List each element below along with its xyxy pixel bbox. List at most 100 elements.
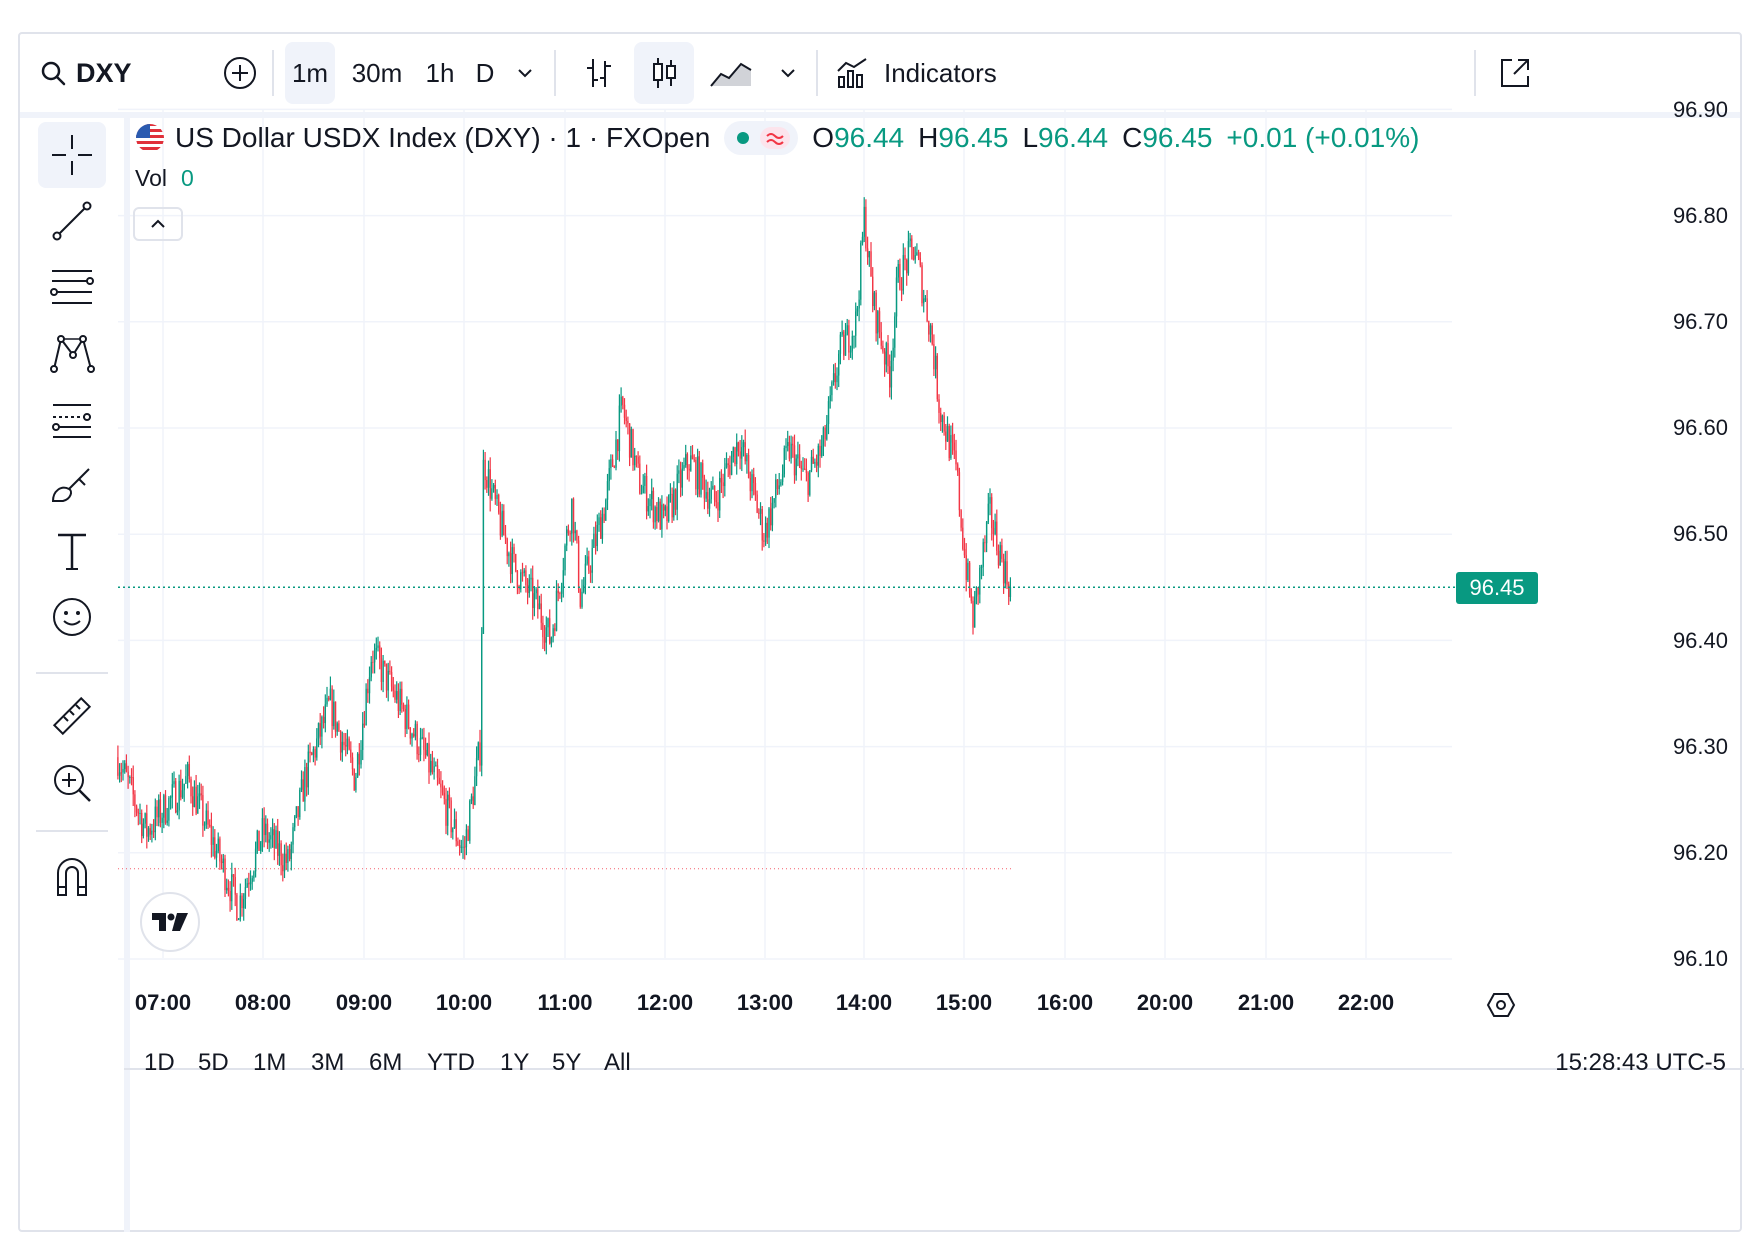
range-5d[interactable]: 5D — [198, 1049, 229, 1076]
range-1d[interactable]: 1D — [144, 1049, 175, 1076]
candle-body — [278, 843, 281, 856]
time-tick: 16:00 — [1036, 990, 1094, 1015]
brush-tool[interactable] — [38, 452, 106, 518]
range-6m[interactable]: 6M — [369, 1049, 403, 1076]
candle-body — [120, 772, 123, 774]
candle-body — [365, 688, 367, 726]
crosshair-tool[interactable] — [38, 122, 106, 188]
interval-30m[interactable]: 30m — [351, 57, 403, 88]
candle-body — [125, 763, 128, 772]
candle-body — [642, 485, 644, 494]
candle-body — [873, 292, 876, 307]
area-chart-type-button[interactable] — [706, 42, 756, 104]
candle-body — [390, 672, 393, 687]
candle-body — [168, 797, 170, 821]
candle-body — [955, 450, 957, 465]
candle-body — [625, 417, 627, 421]
candle-body — [877, 311, 879, 334]
text-tool[interactable] — [38, 518, 106, 584]
candle-body — [535, 589, 537, 594]
candle-body — [702, 463, 704, 478]
tradingview-logo[interactable] — [140, 892, 200, 952]
open-external-button[interactable] — [1490, 42, 1540, 104]
candle-body — [341, 741, 344, 753]
symbol-title[interactable]: US Dollar USDX Index (DXY) · 1 · FXOpen — [175, 122, 711, 153]
candle-body — [479, 742, 481, 766]
magnet-tool[interactable] — [38, 844, 106, 910]
candle-body — [919, 257, 922, 266]
forecast-tool[interactable] — [38, 386, 106, 452]
candle-body — [307, 751, 310, 788]
candle-body — [448, 794, 451, 801]
candle-body — [545, 627, 548, 643]
candle-body — [924, 298, 927, 300]
candle-body — [911, 238, 913, 248]
candle-body — [353, 769, 355, 791]
clock-timezone[interactable]: 15:28:43 UTC-5 — [1555, 1049, 1726, 1076]
candle-body — [239, 895, 242, 920]
candle-body — [645, 476, 648, 512]
candle-body — [504, 535, 507, 539]
symbol-search[interactable]: DXY — [34, 42, 210, 104]
candle-body — [661, 504, 663, 530]
interval-1h[interactable]: 1h — [425, 57, 455, 88]
candle-body — [683, 465, 685, 469]
chart-grid — [118, 108, 1452, 960]
axis-settings-button[interactable] — [1486, 990, 1516, 1025]
interval-dropdown[interactable] — [508, 42, 542, 104]
candle-body — [532, 577, 534, 609]
collapse-legend-button[interactable] — [133, 207, 183, 241]
candle-body — [506, 538, 508, 557]
zoom-tool[interactable] — [38, 750, 106, 816]
chart-type-dropdown[interactable] — [772, 42, 804, 104]
candle-body — [183, 783, 185, 791]
candles-chart-type-button[interactable] — [634, 42, 694, 104]
measure-tool[interactable] — [38, 684, 106, 750]
candle-body — [117, 757, 119, 776]
candle-body — [844, 334, 847, 356]
range-1m[interactable]: 1M — [253, 1049, 287, 1076]
candle-body — [321, 716, 323, 737]
candle-body — [431, 760, 434, 773]
candle-body — [489, 469, 491, 499]
candle-body — [137, 812, 140, 814]
range-1y[interactable]: 1Y — [500, 1049, 530, 1076]
candle-body — [849, 350, 852, 353]
compare-add-button[interactable] — [210, 42, 270, 104]
candle-body — [815, 461, 818, 466]
range-all[interactable]: All — [604, 1049, 631, 1076]
candle-body — [200, 793, 202, 796]
candlestick-icon — [653, 58, 676, 88]
indicators-button[interactable]: Indicators — [836, 42, 1016, 104]
emoji-tool[interactable] — [38, 584, 106, 650]
fib-tool[interactable] — [38, 254, 106, 320]
candle-body — [948, 426, 950, 459]
range-ytd[interactable]: YTD — [427, 1049, 475, 1076]
candle-body — [734, 447, 736, 465]
candle-body — [271, 829, 274, 836]
candle-body — [209, 824, 211, 826]
volume-label: Vol — [135, 165, 167, 191]
bar-chart-type-button[interactable] — [576, 42, 622, 104]
candle-body — [775, 479, 777, 499]
chevron-down-icon — [781, 69, 795, 78]
candle-body — [938, 399, 940, 413]
pattern-tool[interactable] — [38, 320, 106, 386]
range-5y[interactable]: 5Y — [552, 1049, 582, 1076]
candle-body — [826, 424, 828, 440]
candle-body — [234, 877, 236, 895]
trend-line-tool[interactable] — [38, 188, 106, 254]
candle-body — [945, 431, 947, 442]
range-3m[interactable]: 3M — [311, 1049, 345, 1076]
interval-d[interactable]: D — [475, 57, 495, 88]
candle-body — [380, 658, 383, 682]
candle-body — [618, 405, 621, 452]
candle-body — [513, 547, 515, 554]
market-status[interactable] — [724, 121, 799, 155]
settings-hexagon-icon — [1486, 993, 1516, 1017]
interval-1m[interactable]: 1m — [285, 42, 335, 104]
candle-body — [523, 570, 525, 573]
candle-body — [396, 691, 398, 700]
candle-body — [827, 401, 830, 425]
